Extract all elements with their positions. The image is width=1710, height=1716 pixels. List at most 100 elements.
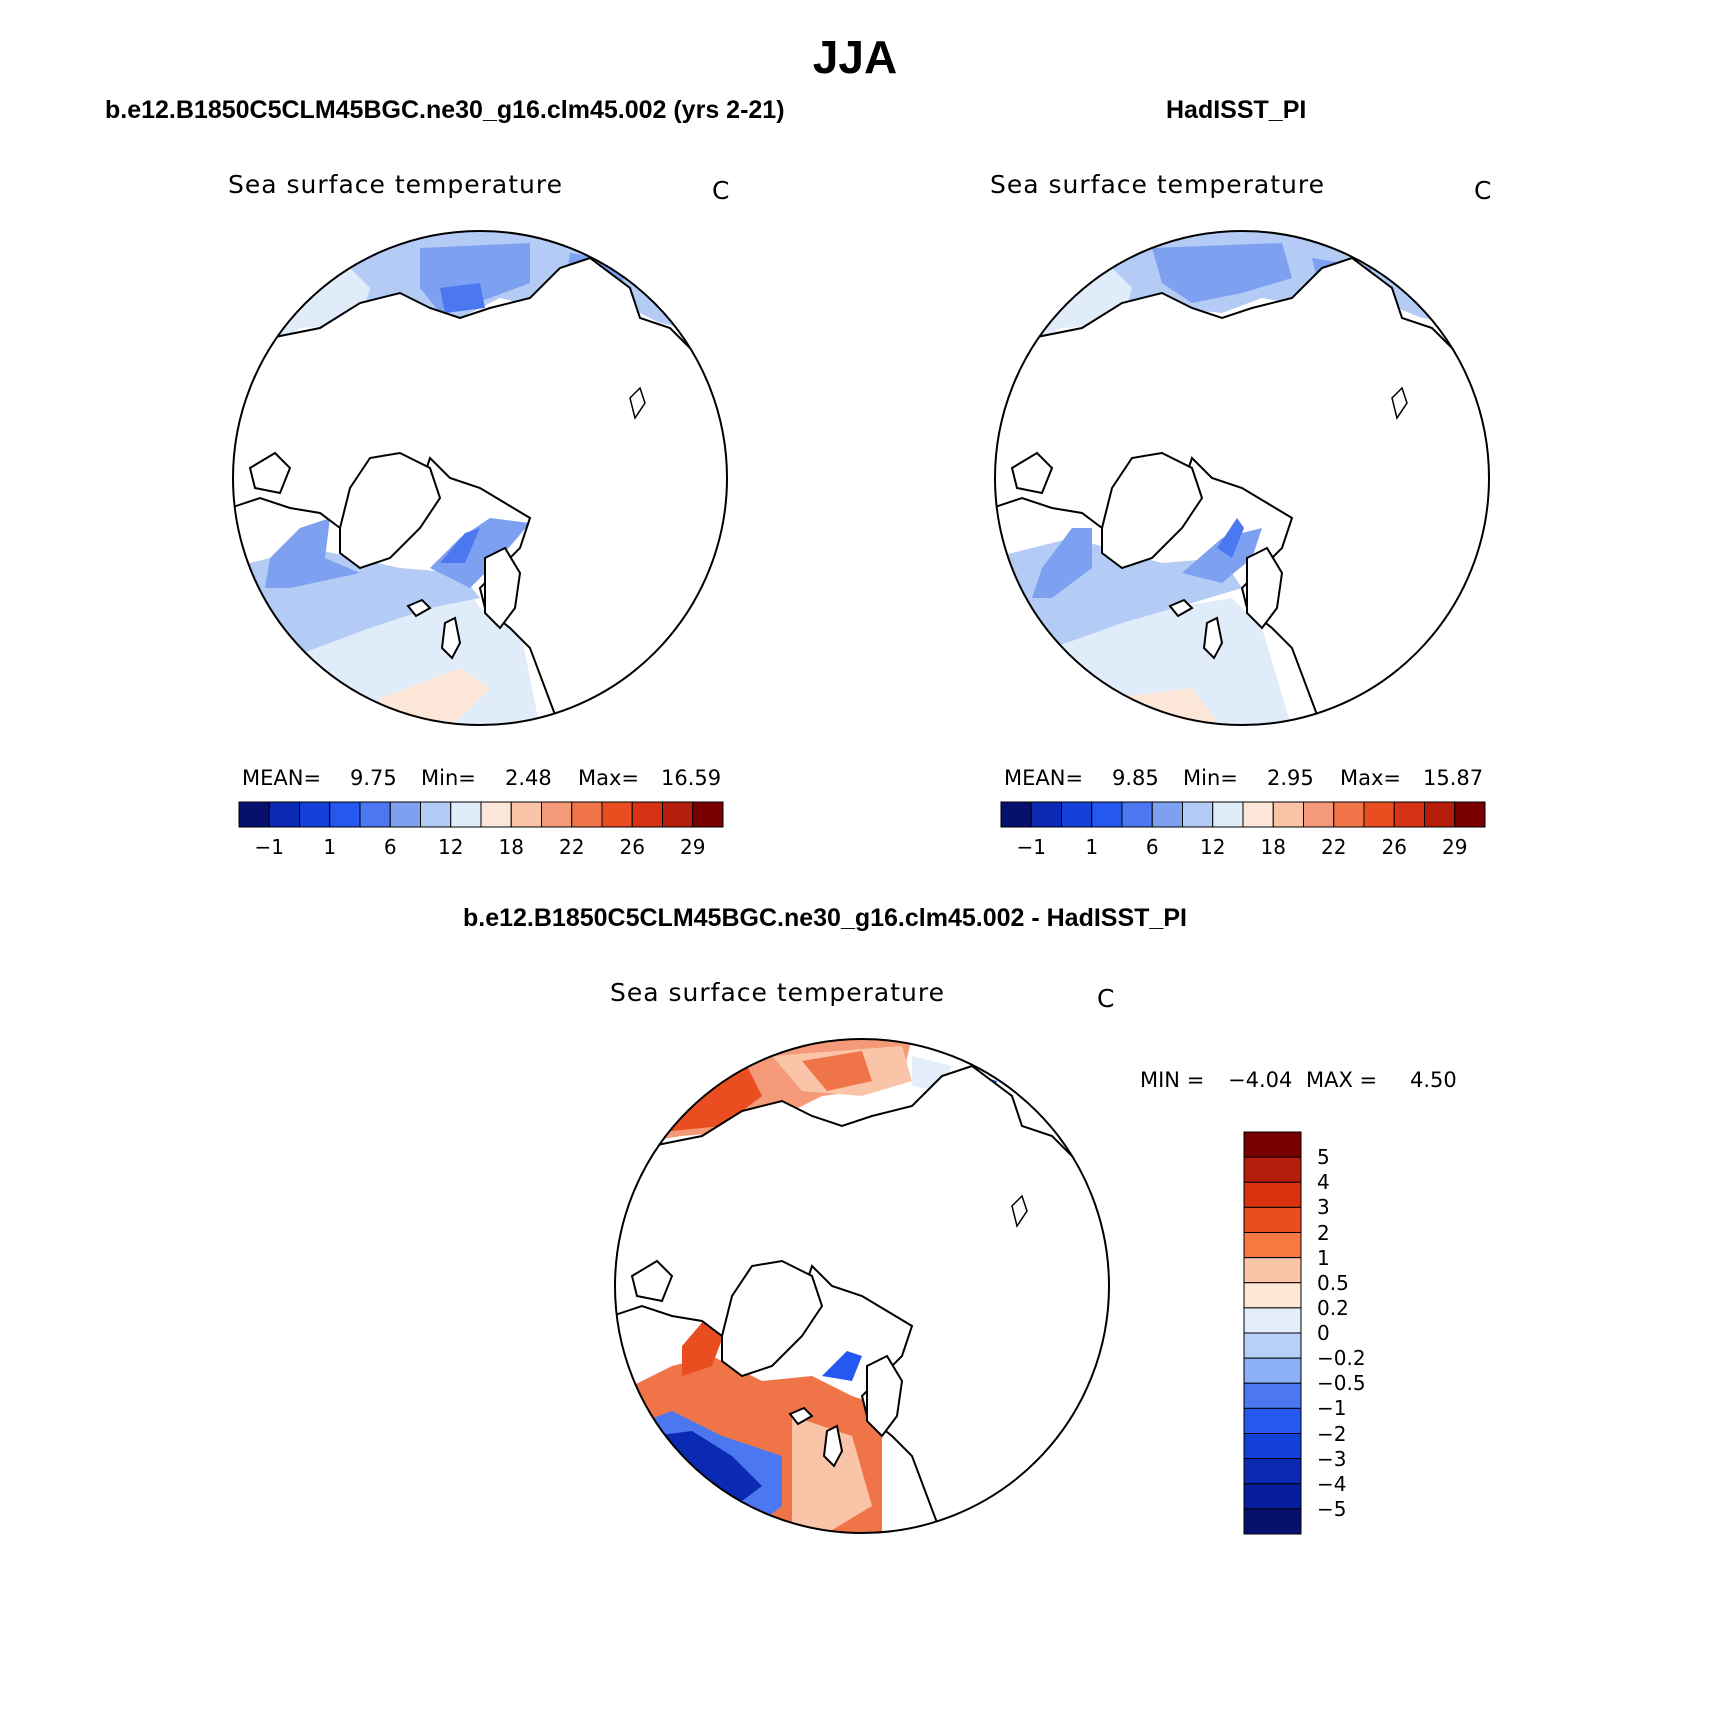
- obs-units-label: C: [1474, 176, 1492, 205]
- obs-land-hudson-bay: [1010, 451, 1054, 495]
- obs-colorbar-box: [1091, 801, 1123, 828]
- diff-colorbar-box: [1243, 1407, 1302, 1434]
- obs-colorbar-box: [1151, 801, 1183, 828]
- diff-colorbar-tick-label: −1: [1317, 1396, 1347, 1421]
- model-colorbar-box: [692, 801, 724, 828]
- model-bering-blue-region: [440, 283, 485, 313]
- diff-title: b.e12.B1850C5CLM45BGC.ne30_g16.clm45.002…: [463, 904, 1187, 932]
- obs-colorbar-tick-label: −1: [1016, 835, 1046, 859]
- diff-min-label: MIN =: [1140, 1068, 1205, 1092]
- obs-colorbar-box: [1212, 801, 1244, 828]
- obs-mean-value: 9.85: [1112, 766, 1159, 790]
- model-colorbar-tick-label: 29: [680, 835, 706, 859]
- obs-colorbar-tick-label: 18: [1260, 835, 1286, 859]
- diff-colorbar-box: [1243, 1357, 1302, 1384]
- diff-colorbar-box: [1243, 1307, 1302, 1334]
- diff-colorbar-tick-label: 1: [1317, 1245, 1330, 1270]
- obs-colorbar-box: [1454, 801, 1486, 828]
- diff-colorbar-box: [1243, 1232, 1302, 1259]
- model-units-label: C: [712, 176, 730, 205]
- diff-colorbar-tick-label: −4: [1317, 1471, 1347, 1496]
- model-nordic-cold-region: [430, 518, 530, 588]
- obs-variable-label: Sea surface temperature: [990, 170, 1325, 199]
- obs-sst-map: [994, 230, 1490, 726]
- diff-colorbar-tick-label: 2: [1317, 1220, 1330, 1245]
- model-colorbar-tick-label: 1: [323, 835, 337, 859]
- diff-colorbar-tick-label: −3: [1317, 1446, 1347, 1471]
- obs-colorbar-tick-label: 29: [1442, 835, 1468, 859]
- diff-land-hudson-bay: [630, 1259, 674, 1303]
- obs-colorbar-box: [1242, 801, 1274, 828]
- obs-mean-label: MEAN=: [1004, 766, 1084, 790]
- model-colorbar-box: [268, 801, 300, 828]
- obs-colorbar-tick-label: 6: [1145, 835, 1159, 859]
- obs-pacific-light-region: [1022, 268, 1132, 348]
- obs-colorbar: [1000, 801, 1486, 828]
- obs-colorbar-box: [1121, 801, 1153, 828]
- model-colorbar-box: [329, 801, 361, 828]
- obs-colorbar-box: [1000, 801, 1032, 828]
- diff-colorbar-tick-label: 5: [1317, 1145, 1330, 1170]
- obs-labrador-cold-region: [1032, 528, 1092, 598]
- diff-colorbar-tick-label: 3: [1317, 1195, 1330, 1220]
- model-colorbar-box: [299, 801, 331, 828]
- diff-colorbar-box: [1243, 1257, 1302, 1284]
- diff-bering-warm: [802, 1051, 872, 1091]
- obs-min-value: 2.95: [1267, 766, 1314, 790]
- diff-land-uk: [822, 1424, 844, 1468]
- model-land-hudson-bay: [248, 451, 292, 495]
- model-land-iceland: [406, 598, 432, 618]
- obs-colorbar-box: [1424, 801, 1456, 828]
- diff-colorbar-box: [1243, 1156, 1302, 1183]
- obs-colorbar-box: [1393, 801, 1425, 828]
- obs-colorbar-box: [1182, 801, 1214, 828]
- model-colorbar-box: [389, 801, 421, 828]
- diff-colorbar-box: [1243, 1433, 1302, 1460]
- model-min-label: Min=: [421, 766, 476, 790]
- model-colorbar-tick-label: 12: [438, 835, 464, 859]
- model-max-label: Max=: [578, 766, 640, 790]
- diff-max-value: 4.50: [1410, 1068, 1457, 1092]
- model-colorbar-tick-label: 6: [383, 835, 397, 859]
- diff-colorbar-box: [1243, 1131, 1302, 1158]
- model-colorbar-box: [238, 801, 270, 828]
- obs-colorbar-tick-label: 1: [1085, 835, 1099, 859]
- model-colorbar: [238, 801, 724, 828]
- model-colorbar-box: [662, 801, 694, 828]
- diff-colorbar-box: [1243, 1508, 1302, 1535]
- diff-max-label: MAX =: [1306, 1068, 1378, 1092]
- model-colorbar-box: [510, 801, 542, 828]
- diff-variable-label: Sea surface temperature: [610, 978, 945, 1007]
- diff-nordic-cold: [822, 1351, 862, 1381]
- diff-land-iceland: [788, 1406, 814, 1426]
- diff-colorbar-tick-label: 0.5: [1317, 1270, 1349, 1295]
- model-colorbar-box: [541, 801, 573, 828]
- model-colorbar-tick-label: 26: [619, 835, 645, 859]
- obs-colorbar-box: [1030, 801, 1062, 828]
- model-nordic-blue-region: [440, 528, 480, 563]
- model-colorbar-box: [601, 801, 633, 828]
- model-south-peach-region: [380, 668, 490, 725]
- obs-okhotsk-cold-region: [1152, 243, 1292, 303]
- obs-land-novaya: [1391, 386, 1408, 420]
- model-max-value: 16.59: [661, 766, 722, 790]
- obs-nordic-cold-region: [1182, 528, 1262, 583]
- obs-min-label: Min=: [1183, 766, 1238, 790]
- model-colorbar-box: [480, 801, 512, 828]
- obs-colorbar-tick-label: 22: [1321, 835, 1347, 859]
- diff-colorbar-tick-label: −5: [1317, 1496, 1347, 1521]
- diff-atlantic-light-warm: [792, 1416, 872, 1533]
- diff-colorbar-box: [1243, 1206, 1302, 1233]
- obs-case-title: HadISST_PI: [1166, 96, 1307, 124]
- model-colorbar-tick-label: 22: [559, 835, 585, 859]
- diff-colorbar-box: [1243, 1332, 1302, 1359]
- obs-land-scandinavia: [1246, 546, 1284, 630]
- model-colorbar-tick-label: 18: [498, 835, 524, 859]
- model-colorbar-box: [359, 801, 391, 828]
- obs-land-greenland: [1101, 451, 1204, 570]
- model-mean-label: MEAN=: [242, 766, 322, 790]
- diff-colorbar-tick-label: 4: [1317, 1170, 1330, 1195]
- model-variable-label: Sea surface temperature: [228, 170, 563, 199]
- obs-max-label: Max=: [1340, 766, 1402, 790]
- diff-colorbar-box: [1243, 1483, 1302, 1510]
